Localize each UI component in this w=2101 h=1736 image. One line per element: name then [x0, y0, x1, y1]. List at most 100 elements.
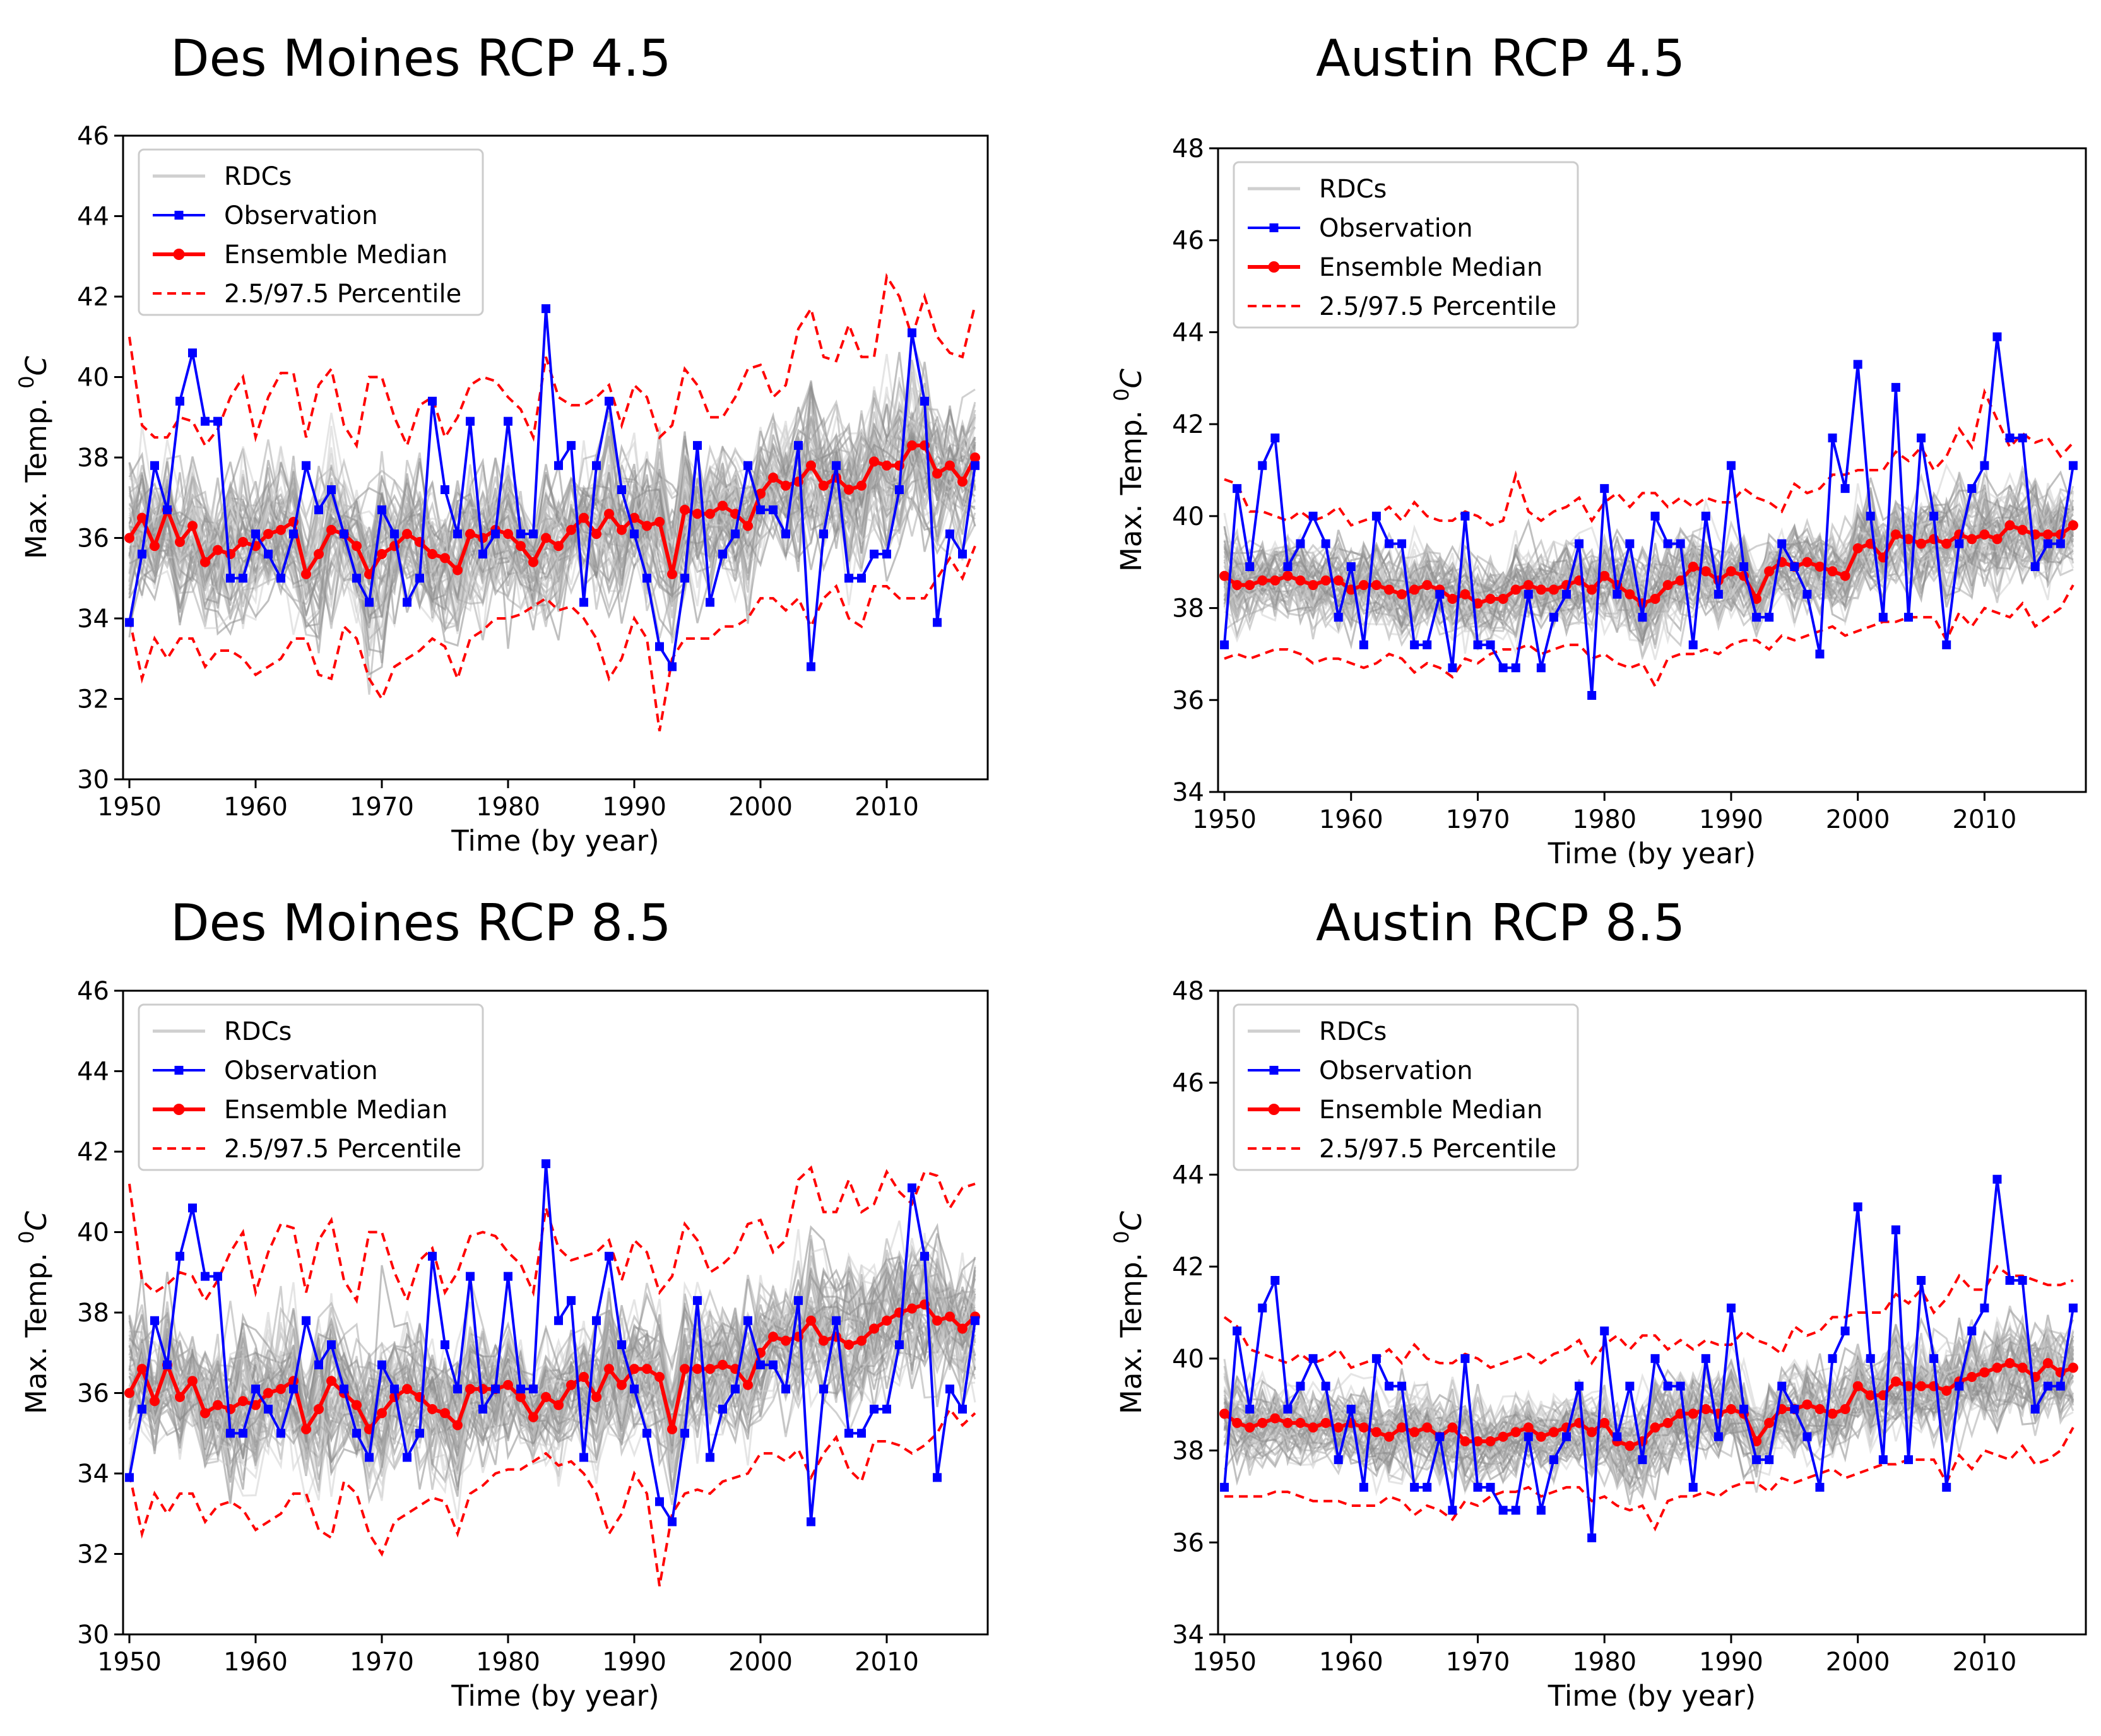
- observation-point: [731, 1385, 740, 1394]
- rdc-line: [129, 388, 976, 608]
- legend-label: 2.5/97.5 Percentile: [224, 280, 461, 309]
- median-point: [263, 1388, 273, 1398]
- legend: RDCs Observation Ensemble Median 2.5/97.5 P…: [138, 1003, 484, 1171]
- median-point: [781, 1335, 791, 1346]
- percentile-2-5-line: [128, 545, 976, 731]
- median-point: [604, 509, 614, 519]
- median-point: [301, 1424, 311, 1434]
- plot-area: [124, 273, 980, 731]
- median-point: [175, 536, 185, 547]
- median-point: [1941, 1385, 1952, 1396]
- observation-point: [1688, 1482, 1698, 1492]
- observation-point: [441, 1340, 449, 1349]
- legend-label: Observation: [224, 1056, 378, 1085]
- median-point: [1447, 594, 1458, 604]
- observation-point: [478, 550, 487, 558]
- observation-point: [1955, 1381, 1964, 1391]
- median-point: [1460, 1436, 1471, 1446]
- observation-point: [743, 461, 752, 470]
- y-tick-label: 46: [77, 977, 109, 1006]
- y-tick-label: 40: [1172, 1345, 1204, 1374]
- x-tick-label: 1970: [1446, 805, 1510, 834]
- median-point: [957, 476, 968, 487]
- observation-point: [1752, 1455, 1761, 1465]
- observation-point: [680, 574, 689, 583]
- median-point: [1548, 1427, 1559, 1438]
- observation-point: [680, 1429, 689, 1438]
- observation-point: [807, 1517, 815, 1526]
- median-point: [1852, 543, 1863, 553]
- observation-point: [958, 1405, 967, 1414]
- rdc-line: [129, 379, 976, 603]
- median-point: [680, 1364, 690, 1374]
- observation-point: [2043, 1381, 2052, 1391]
- x-tick-label: 1970: [1446, 1648, 1510, 1677]
- observation-point: [1220, 640, 1229, 649]
- median-point: [755, 488, 766, 499]
- observation-point: [2068, 461, 2078, 470]
- observation-point: [1638, 613, 1647, 622]
- median-point: [869, 456, 879, 467]
- median-point: [1890, 529, 1901, 540]
- rdc-line: [1223, 1344, 2074, 1487]
- observation-point: [1891, 382, 1900, 392]
- x-tick-label: 1960: [223, 1648, 288, 1677]
- median-point: [1979, 529, 1990, 540]
- observation-point: [403, 1453, 411, 1462]
- median-point: [667, 569, 677, 579]
- y-axis-label: Max. Temp. 0C: [15, 1210, 53, 1414]
- observation-point: [920, 1251, 929, 1261]
- observation-point: [504, 416, 512, 426]
- observation-point: [542, 304, 550, 314]
- median-point: [1536, 584, 1546, 595]
- legend-label: RDCs: [224, 1017, 292, 1046]
- observation-point: [1726, 1303, 1736, 1313]
- median-point: [1903, 534, 1914, 545]
- x-tick-label: 1990: [1699, 1648, 1763, 1677]
- median-point: [781, 480, 791, 491]
- observation-point: [617, 485, 626, 494]
- y-tick-label: 38: [1172, 594, 1204, 623]
- y-tick-label: 36: [77, 1379, 109, 1408]
- median-point: [1485, 1436, 1496, 1446]
- observation-point: [365, 1453, 374, 1462]
- median-point: [768, 472, 778, 483]
- x-tick-label: 1950: [97, 793, 162, 822]
- observation-point: [1777, 1381, 1787, 1391]
- median-point: [553, 541, 564, 552]
- observation-point: [2018, 1276, 2027, 1285]
- observation-point: [1980, 461, 1989, 470]
- observation-point: [1701, 511, 1710, 521]
- median-point: [1599, 1417, 1610, 1428]
- observation-point: [302, 1316, 311, 1325]
- y-tick-label: 44: [1172, 318, 1204, 347]
- median-point: [1992, 534, 2003, 545]
- observation-point: [466, 416, 475, 426]
- median-point: [957, 1323, 968, 1334]
- observation-point: [844, 574, 853, 583]
- median-point: [1865, 1390, 1876, 1401]
- chart-title: Des Moines RCP 4.5: [170, 29, 672, 88]
- observation-point: [655, 642, 664, 651]
- y-tick-label: 36: [77, 524, 109, 553]
- observation-point: [213, 416, 222, 426]
- y-tick-label: 42: [1172, 1253, 1204, 1282]
- median-point: [1245, 580, 1255, 591]
- observation-point: [377, 505, 386, 514]
- observation-point: [1384, 1381, 1394, 1391]
- rdc-line: [1223, 1337, 2074, 1484]
- observation-point: [1878, 1455, 1888, 1465]
- median-point: [1814, 562, 1825, 572]
- observation-point: [1511, 663, 1520, 673]
- observation-point: [201, 416, 210, 426]
- y-axis-label: Max. Temp. 0C: [15, 355, 53, 559]
- median-point: [2068, 520, 2078, 531]
- legend-observation-marker: [174, 1066, 184, 1075]
- median-point: [402, 1384, 412, 1395]
- median-point: [238, 1396, 248, 1407]
- median-point: [516, 1391, 526, 1402]
- median-point: [314, 549, 324, 559]
- observation-point: [1448, 663, 1457, 673]
- median-point: [1827, 566, 1838, 577]
